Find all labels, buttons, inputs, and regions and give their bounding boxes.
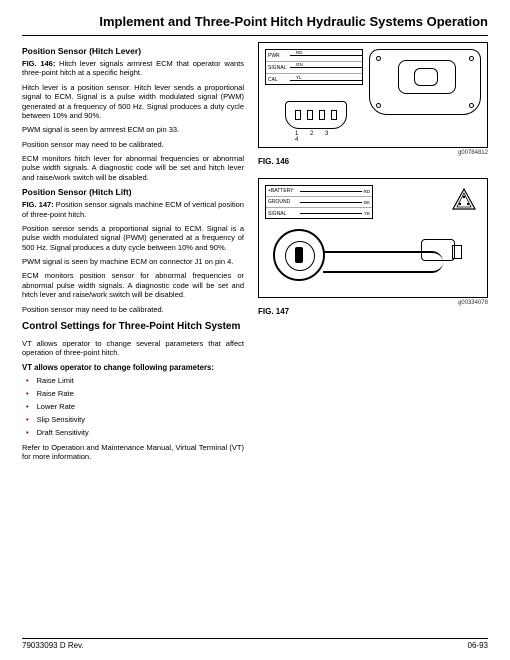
footer-doc-id: 79033093 D Rev. bbox=[22, 641, 84, 650]
list-item: Raise Limit bbox=[26, 376, 244, 385]
pin-icon bbox=[307, 110, 313, 120]
para: PWM signal is seen by armrest ECM on pin… bbox=[22, 125, 244, 134]
pin-numbers: 1 2 3 4 bbox=[295, 131, 347, 143]
pin-label: SIGNAL bbox=[266, 211, 300, 217]
page-title: Implement and Three-Point Hitch Hydrauli… bbox=[22, 14, 488, 29]
wire-color: RD bbox=[296, 50, 303, 55]
wire-color: YE bbox=[362, 211, 372, 216]
mounting-hole-icon bbox=[469, 56, 474, 61]
sensor-drawing bbox=[369, 49, 481, 115]
figure-147: +BATTERY RD GROUND BK SIGNAL YE bbox=[258, 178, 488, 298]
para: Position sensor may need to be calibrate… bbox=[22, 305, 244, 314]
plug-icon bbox=[421, 239, 455, 261]
wire-color: BK bbox=[362, 200, 372, 205]
figure-caption: FIG. 147 bbox=[258, 307, 488, 316]
pin-icon bbox=[331, 110, 337, 120]
footer-page-number: 06-93 bbox=[468, 641, 488, 650]
para: FIG. 147: Position sensor signals machin… bbox=[22, 200, 244, 219]
wire-color: GN bbox=[296, 62, 303, 67]
pin-label: CAL bbox=[266, 77, 290, 83]
pin-label: +BATTERY bbox=[266, 188, 300, 194]
connector-drawing: 1 2 3 4 bbox=[285, 101, 347, 141]
para: Position sensor may need to be calibrate… bbox=[22, 140, 244, 149]
section-head-hitch-lever: Position Sensor (Hitch Lever) bbox=[22, 46, 244, 56]
para: ECM monitors hitch lever for abnormal fr… bbox=[22, 154, 244, 182]
pin-label: PWR bbox=[266, 53, 290, 59]
para: FIG. 146: Hitch lever signals armrest EC… bbox=[22, 59, 244, 78]
page-footer: 79033093 D Rev. 06-93 bbox=[22, 638, 488, 650]
section-head-hitch-lift: Position Sensor (Hitch Lift) bbox=[22, 187, 244, 197]
connector-face-icon bbox=[451, 187, 477, 211]
para: Refer to Operation and Maintenance Manua… bbox=[22, 443, 244, 462]
fig-ref: FIG. 147: bbox=[22, 200, 54, 209]
pin-icon bbox=[295, 110, 301, 120]
para: ECM monitors position sensor for abnorma… bbox=[22, 271, 244, 299]
para: VT allows operator to change several par… bbox=[22, 339, 244, 358]
title-rule bbox=[22, 35, 488, 36]
wire-color: YL bbox=[296, 75, 302, 80]
list-item: Lower Rate bbox=[26, 402, 244, 411]
pin-icon bbox=[319, 110, 325, 120]
figure-146: PWR RD SIGNAL GN CAL YL 1 2 3 4 bbox=[258, 42, 488, 148]
mounting-hole-icon bbox=[469, 103, 474, 108]
fig-ref: FIG. 146: bbox=[22, 59, 55, 68]
mounting-hole-icon bbox=[376, 56, 381, 61]
section-head-control-settings: Control Settings for Three-Point Hitch S… bbox=[22, 321, 244, 333]
list-item: Draft Sensitivity bbox=[26, 428, 244, 437]
para: PWM signal is seen by machine ECM on con… bbox=[22, 257, 244, 266]
sensor-body-icon bbox=[273, 229, 325, 281]
wiring-schematic: PWR RD SIGNAL GN CAL YL bbox=[265, 49, 363, 85]
para: Hitch lever is a position sensor. Hitch … bbox=[22, 83, 244, 121]
left-column: Position Sensor (Hitch Lever) FIG. 146: … bbox=[22, 42, 244, 466]
params-head: VT allows operator to change following p… bbox=[22, 363, 244, 372]
para: Position sensor sends a proportional sig… bbox=[22, 224, 244, 252]
figure-code: g00334078 bbox=[258, 300, 488, 306]
figure-caption: FIG. 146 bbox=[258, 157, 488, 166]
params-list: Raise Limit Raise Rate Lower Rate Slip S… bbox=[22, 376, 244, 437]
text: Position sensor signals machine ECM of v… bbox=[22, 200, 244, 218]
pin-label: GROUND bbox=[266, 199, 300, 205]
wire-color: RD bbox=[362, 189, 373, 194]
figure-code: g00784812 bbox=[258, 150, 488, 156]
mounting-hole-icon bbox=[376, 103, 381, 108]
pin-label: SIGNAL bbox=[266, 65, 290, 71]
right-column: PWR RD SIGNAL GN CAL YL 1 2 3 4 bbox=[258, 42, 488, 466]
text: Hitch lever signals armrest ECM that ope… bbox=[22, 59, 244, 77]
sensor-assembly-drawing bbox=[267, 225, 479, 289]
list-item: Slip Sensitivity bbox=[26, 415, 244, 424]
list-item: Raise Rate bbox=[26, 389, 244, 398]
wiring-schematic: +BATTERY RD GROUND BK SIGNAL YE bbox=[265, 185, 373, 219]
two-column-layout: Position Sensor (Hitch Lever) FIG. 146: … bbox=[22, 42, 488, 466]
